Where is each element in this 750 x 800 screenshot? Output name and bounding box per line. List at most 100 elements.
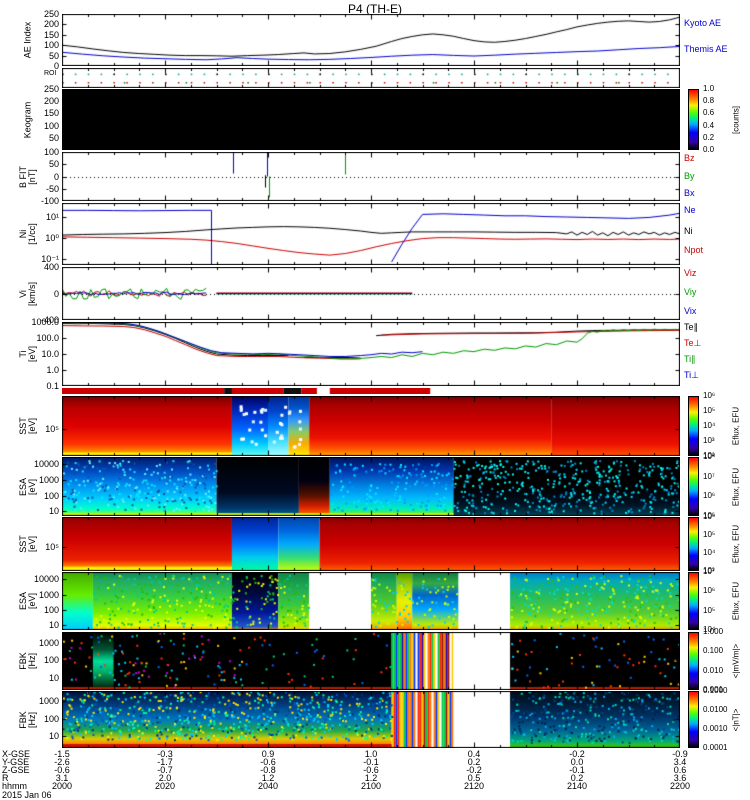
ae-legend-themisae: Themis AE <box>684 44 728 55</box>
ephemeris-value: 2020 <box>154 781 176 791</box>
panel-esa_i: ESA [eV] 10000 1000 100 10 10⁷ 10⁶ 10⁵ 10⁴ Eflux, … <box>0 568 750 634</box>
bfit-legend-by: By <box>684 170 695 181</box>
esa_e-ytick-label: 10000 <box>33 459 59 470</box>
ephemeris-value: -0.6 <box>54 765 70 775</box>
keogram-ytick-label: 150 <box>43 108 59 119</box>
ephemeris-row-label: X-GSE <box>2 749 31 759</box>
sst_e-colorbar-tick-label: 10⁵ <box>703 406 716 415</box>
esa_i-colorbar-unit-label: Eflux, EFU <box>731 581 741 621</box>
date-label: 2015 Jan 06 <box>2 790 52 800</box>
vi-ytick-label: 400 <box>43 262 59 272</box>
ephemeris-value: 1.2 <box>261 773 275 783</box>
ni-axis-label: Ni [1/cc] <box>18 223 37 245</box>
keogram-plot-canvas <box>62 89 680 150</box>
fbk_b-plot-canvas <box>62 691 680 748</box>
bfit-axis-label: B FIT [nT] <box>18 166 37 188</box>
vi-legend-vix: Vix <box>684 306 697 317</box>
sst_i-axis-label: SST [eV] <box>18 535 37 553</box>
ephemeris-value: -1.5 <box>54 749 70 759</box>
ti-legend-te: Te∥ <box>684 322 699 333</box>
ephemeris-value: 0.2 <box>467 757 481 767</box>
panel-sst_i: SST [eV] 10⁵ 10⁶ 10⁵ 10⁴ 10³ Eflux, EFU <box>0 513 750 575</box>
ae-ytick-label: 50 <box>48 50 59 61</box>
ephemeris-value: 2040 <box>257 781 279 791</box>
ephemeris-row-label: Y-GSE <box>2 757 30 767</box>
bfit-ytick-label: -100 <box>40 196 59 206</box>
keogram-colorbar <box>688 89 699 150</box>
fbk_b-colorbar <box>688 691 699 748</box>
ephemeris-value: 3.6 <box>673 773 687 783</box>
fbk_e-colorbar-tick-label: 1.000 <box>703 627 724 636</box>
ephemeris-row-hhmm: hhmm 2000 2020 2040 2100 2120 2140 2200 <box>0 781 750 791</box>
ae-axis-label: AE Index <box>23 22 33 59</box>
keogram-colorbar-tick-label: 0.6 <box>703 108 715 118</box>
fbk_b-axis-label: FBK [Hz] <box>18 711 37 729</box>
sst_e-colorbar-tick-label: 10⁶ <box>703 391 716 400</box>
ephemeris-value: -0.1 <box>569 765 585 775</box>
fbk_e-colorbar-tick-label: 0.100 <box>703 646 724 656</box>
ni-ytick-label: 10⁻¹ <box>41 253 59 264</box>
keogram-colorbar-tick-label: 1.0 <box>703 84 715 93</box>
keogram-axis-label-line: Keogram <box>22 101 33 138</box>
esa_i-ytick-label: 10000 <box>33 574 59 585</box>
ni-ytick-label: 10¹ <box>45 212 59 223</box>
sst_e-axis-label: SST [eV] <box>18 417 37 435</box>
vi-legend-viz: Viz <box>684 268 697 279</box>
sst_e-colorbar <box>688 396 699 456</box>
ephemeris-value: 2140 <box>566 781 588 791</box>
bfit-legend-bz: Bz <box>684 152 695 163</box>
ae-ytick-label: 100 <box>43 40 59 51</box>
ephemeris-value: 0.4 <box>467 749 481 759</box>
panel-bfit: B FIT [nT] 100 50 0 -50 -100 Bz By Bx <box>0 148 750 206</box>
vi-ytick-label: 0 <box>53 288 59 299</box>
panel-esa_e: ESA [eV] 10000 1000 100 10 10⁸ 10⁷ 10⁶ 10⁵ Eflux, … <box>0 453 750 520</box>
esa_e-colorbar <box>688 457 699 516</box>
ephemeris-value: 2120 <box>463 781 485 791</box>
ae-ytick-label: 150 <box>43 29 59 40</box>
ephemeris-row-z-gse: Z-GSE -0.6 -0.7 -0.8 -0.6 -0.2 -0.1 0.6 <box>0 765 750 775</box>
page-title: P4 (TH-E) <box>348 2 402 16</box>
ephemeris-value: -1.7 <box>157 757 173 767</box>
ti-ytick-label: 0.1 <box>46 381 59 391</box>
panel-keogram: Keogram 250 200 150 100 50 1.0 0.8 0.6 0.4 0.2 0.0[… <box>0 85 750 154</box>
esa_i-ytick-label: 100 <box>43 605 59 616</box>
esa_i-ytick-label: 1000 <box>38 589 59 600</box>
keogram-colorbar-tick-label: 0.2 <box>703 132 715 142</box>
sst_i-colorbar <box>688 517 699 571</box>
fbk_e-colorbar <box>688 632 699 690</box>
panel-roi: ROI <box>0 68 750 88</box>
fbk_e-ytick-label: 10 <box>48 672 59 683</box>
ephemeris-footer: 2015 Jan 06 X-GSE -1.5 -0.3 0.9 1.0 0.4 -0.2 -0… <box>0 750 750 800</box>
fbk_b-axis-label-line: [Hz] <box>27 711 37 728</box>
ephemeris-value: 1.2 <box>364 773 378 783</box>
bfit-legend-bx: Bx <box>684 188 695 199</box>
ti-ytick-label: 1.0 <box>46 365 59 375</box>
sst_i-colorbar-tick-label: 10³ <box>703 566 715 575</box>
esa_e-colorbar-unit-label: Eflux, EFU <box>731 467 741 506</box>
ephemeris-value: -0.9 <box>672 749 688 759</box>
sst_e-ytick-label: 10⁵ <box>45 424 59 434</box>
ti-legend-te: Te⊥ <box>684 338 702 349</box>
esa_e-plot-canvas <box>62 457 680 516</box>
ephemeris-value: 2000 <box>51 781 73 791</box>
ni-ytick-label: 10⁰ <box>45 233 59 244</box>
ephemeris-value: -0.8 <box>260 765 276 775</box>
bfit-ytick-label: 100 <box>43 147 59 157</box>
esa_e-ytick-label: 1000 <box>38 475 59 486</box>
ti-legend-ti: Ti⊥ <box>684 370 700 381</box>
panel-sst_e: SST [eV] 10⁵ 10⁶ 10⁵ 10⁴ 10³ 10² Eflux, EFU <box>0 392 750 460</box>
ephemeris-value: 0.5 <box>467 773 481 783</box>
esa_e-colorbar-tick-label: 10⁷ <box>703 471 715 481</box>
ephemeris-value: 3.1 <box>55 773 69 783</box>
flags-plot-canvas <box>62 388 680 394</box>
esa_e-ytick-label: 10 <box>48 506 59 517</box>
keogram-colorbar-tick-label: 0.0 <box>703 145 715 154</box>
fbk_e-colorbar-tick-label: 0.001 <box>703 685 724 694</box>
ephemeris-row-r: R 3.1 2.0 1.2 1.2 0.5 0.2 3.6 <box>0 773 750 783</box>
sst_e-colorbar-unit-label: Eflux, EFU <box>731 406 741 446</box>
sst_i-colorbar-unit-label: Eflux, EFU <box>731 524 741 564</box>
keogram-ytick-label: 250 <box>43 84 59 94</box>
vi-legend-viy: Viy <box>684 287 697 298</box>
esa_e-colorbar-tick-label: 10⁶ <box>703 491 716 501</box>
ae-plot-canvas <box>62 14 680 66</box>
